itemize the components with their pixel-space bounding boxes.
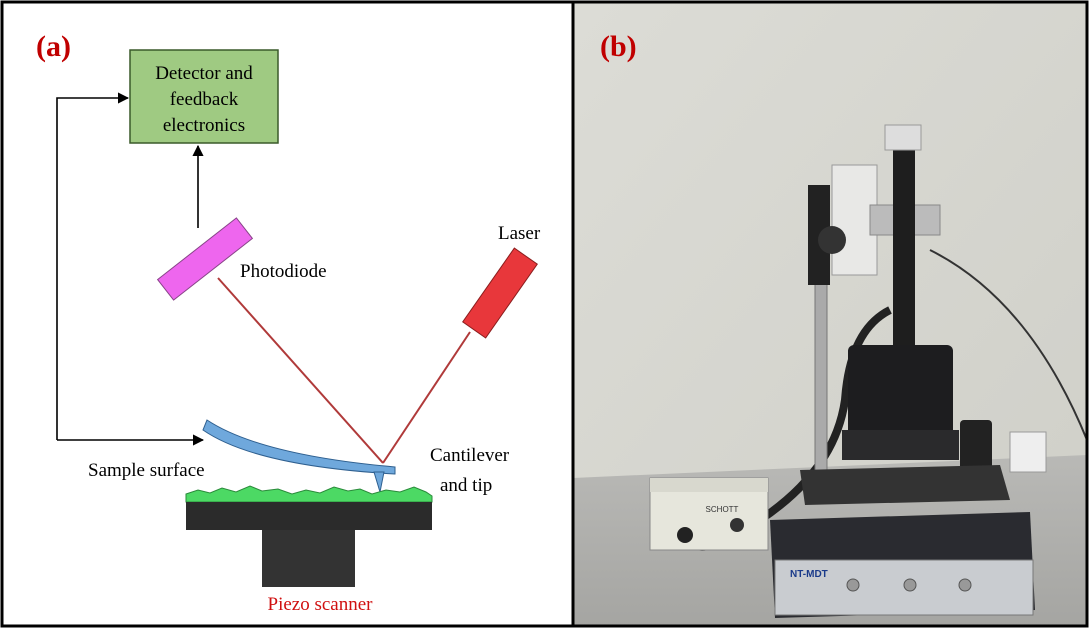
knob bbox=[846, 578, 860, 592]
detector-text: electronics bbox=[163, 115, 245, 136]
wall-socket bbox=[1009, 431, 1047, 473]
panel-border bbox=[571, 0, 1089, 628]
panel-a: (a) Detector and feedback electronics Ph… bbox=[0, 0, 575, 628]
reflected-beam bbox=[217, 277, 384, 464]
detector-text: Detector and bbox=[155, 63, 253, 84]
wire bbox=[929, 249, 1088, 441]
side-unit bbox=[960, 420, 992, 475]
stage bbox=[186, 502, 432, 530]
head-ring bbox=[842, 430, 959, 460]
piezo-scanner bbox=[262, 530, 355, 587]
feedback-line bbox=[56, 92, 130, 440]
knob bbox=[958, 578, 972, 592]
focus-knob bbox=[818, 226, 846, 254]
objective-tube bbox=[893, 145, 915, 345]
panel-label: (b) bbox=[600, 30, 637, 63]
laser bbox=[462, 247, 538, 339]
panel-b: NT-MDT SCHOTT bbox=[573, 2, 1088, 626]
sample bbox=[185, 485, 433, 503]
controller-brand: NT-MDT bbox=[790, 569, 828, 580]
cantilever bbox=[202, 419, 396, 475]
camera bbox=[884, 124, 922, 151]
knob bbox=[903, 578, 917, 592]
photodiode-label: Photodiode bbox=[240, 261, 327, 282]
cantilever-label: and tip bbox=[440, 475, 492, 496]
cantilever-label: Cantilever bbox=[430, 445, 510, 466]
sample-surface-label: Sample surface bbox=[88, 460, 205, 481]
panel-label: (a) bbox=[36, 30, 71, 63]
laser-beam bbox=[382, 331, 471, 464]
lamp-port bbox=[677, 527, 693, 543]
piezo-label: Piezo scanner bbox=[268, 594, 374, 615]
head-base bbox=[800, 465, 1010, 505]
pillar bbox=[814, 279, 828, 491]
laser-label: Laser bbox=[498, 223, 541, 244]
tip bbox=[373, 471, 385, 493]
detector-box bbox=[129, 49, 279, 144]
detector-text: feedback bbox=[170, 89, 239, 110]
photodiode bbox=[156, 217, 254, 301]
lamp-knob bbox=[730, 518, 744, 532]
lamp-brand: SCHOTT bbox=[706, 505, 739, 514]
lamp-top bbox=[650, 478, 768, 492]
